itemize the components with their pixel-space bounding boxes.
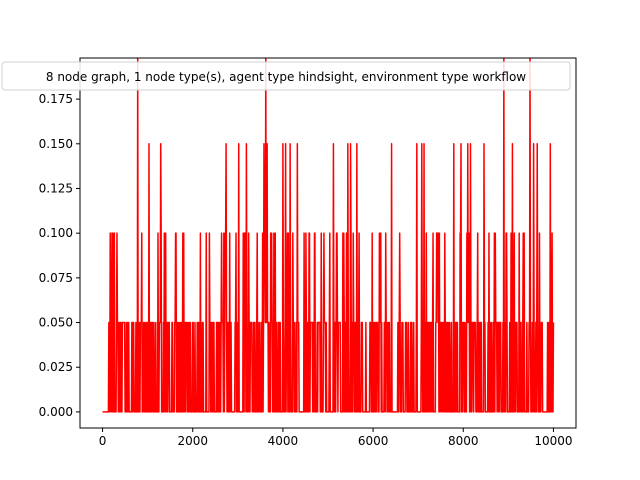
- y-tick-label: 0.050: [39, 316, 73, 330]
- legend-label: 8 node graph, 1 node type(s), agent type…: [46, 70, 526, 84]
- y-tick-label: 0.000: [39, 405, 73, 419]
- x-axis: 0 2000 4000 6000 8000 10000: [99, 428, 573, 448]
- y-tick-label: 0.025: [39, 360, 73, 374]
- x-tick-label: 8000: [448, 434, 479, 448]
- legend-box: [1, 61, 571, 91]
- x-tick-label: 10000: [534, 434, 572, 448]
- y-tick-label: 0.100: [39, 226, 73, 240]
- y-tick-label: 0.125: [39, 181, 73, 195]
- x-tick-label: 4000: [268, 434, 299, 448]
- x-tick-label: 6000: [358, 434, 389, 448]
- legend: 8 node graph, 1 node type(s), agent type…: [1, 61, 571, 91]
- x-tick-label: 0: [99, 434, 107, 448]
- y-tick-label: 0.150: [39, 137, 73, 151]
- y-axis: 0.000 0.025 0.050 0.075 0.100 0.125 0.150 0.175: [39, 92, 80, 419]
- y-tick-label: 0.175: [39, 92, 73, 106]
- y-tick-label: 0.075: [39, 271, 73, 285]
- x-tick-label: 2000: [177, 434, 208, 448]
- series-layer: [102, 58, 555, 413]
- series-line: [102, 58, 555, 413]
- plot-frame: [79, 57, 577, 429]
